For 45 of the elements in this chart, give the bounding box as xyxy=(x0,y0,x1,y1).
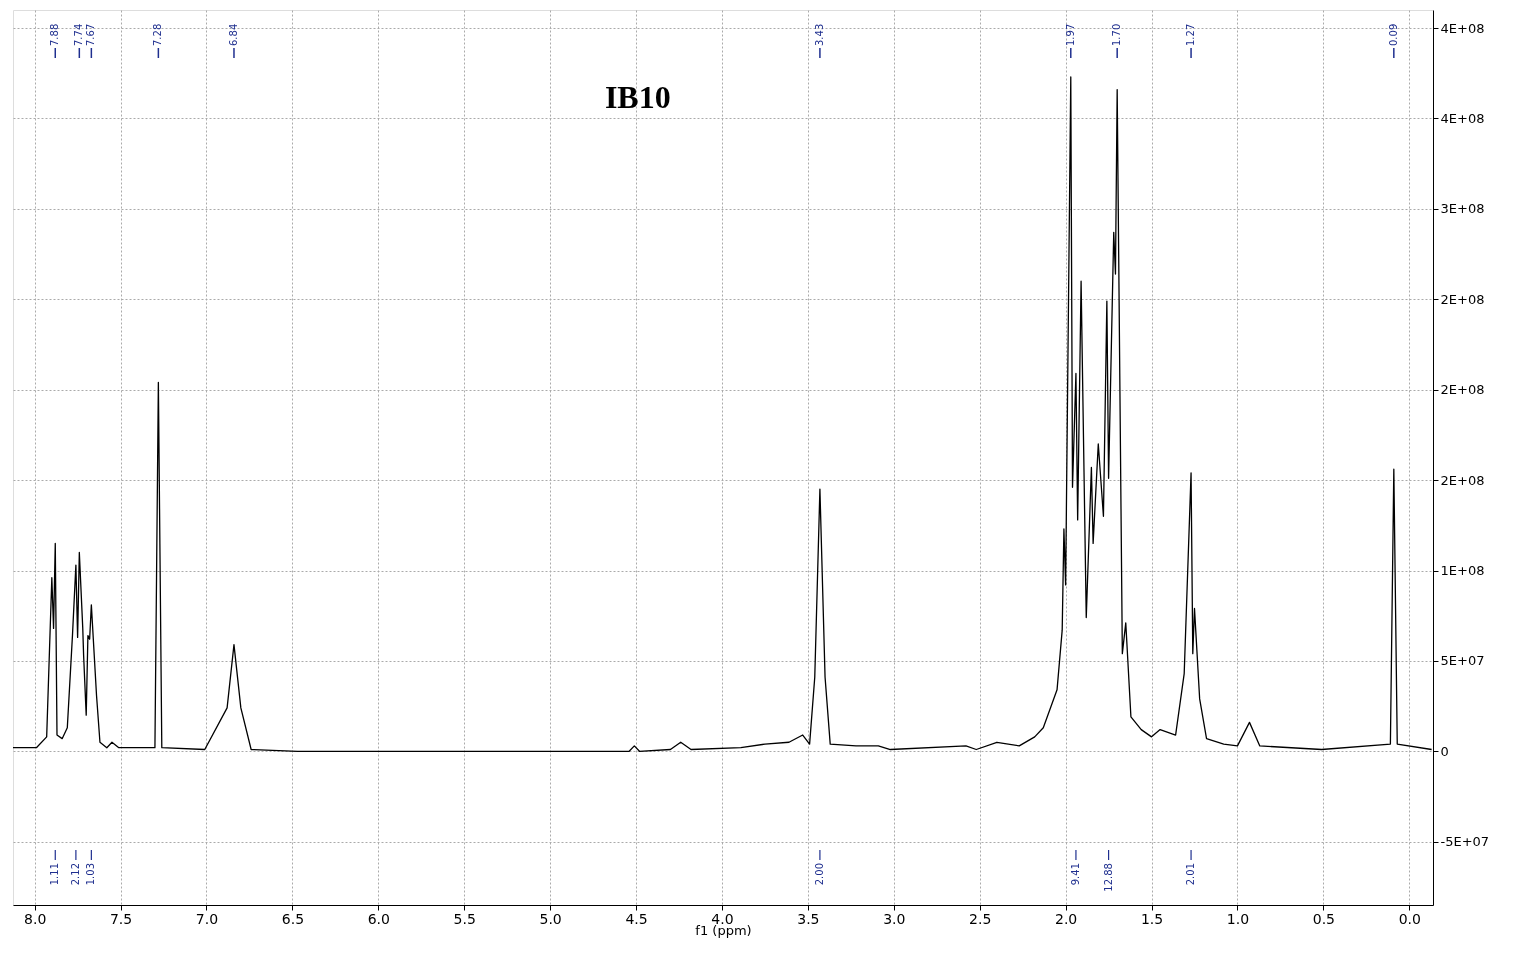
annotation: 6.84 xyxy=(227,23,239,46)
y-tick-label: 4E+08 xyxy=(1440,20,1485,36)
y-tick-label: 4E+08 xyxy=(1440,110,1485,126)
x-tick-label: 6.5 xyxy=(281,910,305,927)
annotation: 2.00 xyxy=(813,863,825,886)
x-tick-label: 7.0 xyxy=(195,910,219,927)
annotation: 1.27 xyxy=(1185,23,1197,46)
x-tick-label: 1.0 xyxy=(1226,910,1250,927)
annotation: 1.97 xyxy=(1064,23,1076,46)
y-tick-label: 2E+08 xyxy=(1440,472,1485,488)
x-tick-label: 3.5 xyxy=(797,910,820,927)
x-tick-label: 2.5 xyxy=(969,910,992,927)
x-tick-label: 1.5 xyxy=(1140,910,1164,927)
x-tick-label: 2.0 xyxy=(1055,910,1078,927)
x-axis-title: f1 (ppm) xyxy=(695,922,752,938)
x-tick-label: 7.5 xyxy=(109,910,133,927)
annotation: 2.01 xyxy=(1185,863,1197,886)
y-tick-label: 0 xyxy=(1440,743,1449,759)
annotation: 12.88 xyxy=(1102,863,1114,892)
annotation: 1.70 xyxy=(1111,23,1123,46)
x-tick-label: 6.0 xyxy=(367,910,390,927)
annotation: 7.88 xyxy=(49,23,61,46)
y-tick-label: 3E+08 xyxy=(1440,201,1485,217)
annotation: 2.12 xyxy=(69,863,81,886)
x-tick-label: 0.5 xyxy=(1312,910,1336,927)
y-tick-label: 1E+08 xyxy=(1440,563,1485,579)
annotation: 9.41 xyxy=(1069,863,1081,886)
annotation: 3.43 xyxy=(813,23,825,46)
annotation: 7.74 xyxy=(73,23,85,46)
y-tick-label: 2E+08 xyxy=(1440,291,1485,307)
text: IB10 xyxy=(604,79,671,115)
y-tick-label: -5E+07 xyxy=(1440,834,1490,850)
annotation: 1.03 xyxy=(85,863,97,886)
annotation: 7.28 xyxy=(152,23,164,46)
annotation: 7.67 xyxy=(85,23,97,46)
x-tick-label: 4.5 xyxy=(625,910,648,927)
annotation: 1.11 xyxy=(49,863,61,886)
x-tick-label: 0.0 xyxy=(1398,910,1421,927)
x-tick-label: 5.5 xyxy=(453,910,476,927)
annotation: 0.09 xyxy=(1387,23,1399,46)
y-tick-label: 2E+08 xyxy=(1440,382,1485,398)
x-tick-label: 5.0 xyxy=(539,910,562,927)
x-tick-label: 8.0 xyxy=(24,910,47,927)
x-tick-label: 3.0 xyxy=(883,910,906,927)
y-tick-label: 5E+07 xyxy=(1440,653,1485,669)
